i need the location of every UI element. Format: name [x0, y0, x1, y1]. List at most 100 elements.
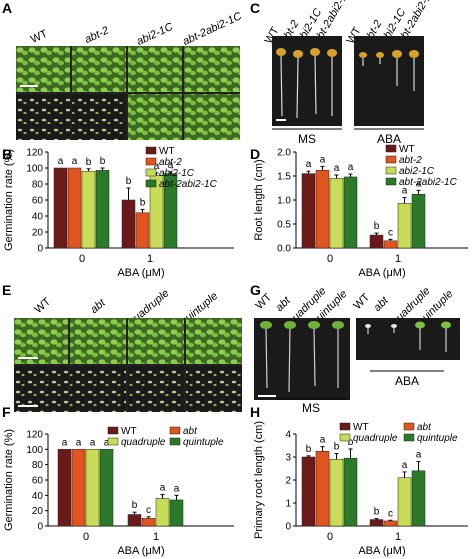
chart-f-ytick-label: 80	[32, 460, 44, 471]
panel-g-group-labels: ABA MS	[276, 370, 444, 414]
chart-f-sig-letter: a	[104, 437, 110, 448]
chart-d-bar-WT-0	[301, 173, 316, 249]
panel-g-ms-col-abt: abt	[273, 294, 293, 314]
chart-b-sig-letter: b	[100, 156, 106, 167]
chart-h-bar-quadruple-0	[329, 459, 344, 527]
panel-a-col-abt2: abt-2	[82, 24, 111, 46]
chart-d-sig-letter: a	[348, 162, 354, 173]
chart-h-ylabel: Primary root length (cm)	[253, 421, 265, 539]
chart-f-bar-abt-0	[71, 449, 86, 527]
chart-f-legend-label: WT	[121, 426, 137, 437]
chart-d-xtick-label: 0	[327, 253, 333, 265]
chart-d-bar-WT-1	[369, 234, 384, 249]
chart-b-sig-letter: b	[86, 157, 92, 168]
chart-h-sig-letter: b	[374, 507, 380, 518]
chart-b-bar-abt-2abi2-1C-1	[163, 173, 178, 249]
chart-f-legend-swatch	[169, 437, 181, 446]
panel-e-col-abt: abt	[88, 296, 108, 316]
panel-g-ms-label: MS	[302, 401, 320, 414]
chart-h-ytick-label: 0	[285, 522, 291, 533]
chart-b-sig-letter: b	[140, 198, 146, 209]
chart-d-ylabel: Root length (cm)	[253, 159, 265, 240]
chart-b-legend-swatch	[145, 168, 157, 177]
panel-g-ms-photo	[254, 318, 350, 400]
panel-label-g: G	[250, 282, 261, 298]
chart-b-legend-label: abt-2abi2-1C	[159, 179, 218, 190]
chart-b-sig-letter: a	[58, 156, 64, 167]
panel-e-photo	[14, 318, 242, 412]
chart-b-bar-abt-2-0	[67, 167, 82, 249]
chart-h-sig-letter: a	[416, 450, 422, 461]
chart-h-ytick-label: 2	[285, 476, 291, 487]
chart-f-sig-letter: a	[62, 437, 68, 448]
chart-d-bar-abt-2abi2-1C-0	[343, 176, 358, 249]
chart-h-xlabel: ABA (μM)	[358, 545, 405, 557]
chart-b-legend-label: abi2-1C	[159, 168, 195, 179]
chart-f-sig-letter: a	[76, 437, 82, 448]
chart-h-legend-swatch	[339, 433, 351, 442]
chart-h-ytick-label: 1	[285, 499, 291, 510]
chart-h-bar-WT-0	[301, 456, 316, 527]
chart-f-xlabel: ABA (μM)	[117, 545, 164, 557]
chart-f-ytick-label: 60	[32, 476, 44, 487]
chart-f-legend-swatch	[107, 426, 119, 435]
chart-d-bar-abt-2-1	[383, 240, 398, 249]
panel-c-ms-photo	[272, 36, 342, 126]
panel-g-ms-photo-svg	[254, 318, 350, 400]
chart-f-legend-label: quadruple	[121, 437, 166, 448]
chart-h-legend-label: WT	[353, 422, 369, 433]
chart-d-ytick-label: 0.0	[277, 244, 291, 255]
panel-label-c: C	[250, 0, 261, 16]
chart-f-legend-swatch	[107, 437, 119, 446]
chart-b-ytick-label: 40	[32, 212, 44, 223]
panel-label-e: E	[2, 282, 12, 298]
chart-f-xtick-label: 0	[83, 531, 89, 543]
chart-h-sig-letter: b	[306, 444, 312, 455]
panel-label-f: F	[2, 404, 11, 420]
chart-b-ytick-label: 120	[26, 148, 43, 159]
panel-a-photo-svg	[16, 46, 240, 140]
chart-h-bar-quadruple-1	[397, 477, 412, 527]
chart-f-bar-quadruple-0	[85, 449, 100, 527]
panel-label-b: B	[2, 146, 13, 162]
chart-f-bar-abt-1	[141, 518, 156, 527]
panel-g-aba-col-abt: abt	[371, 294, 391, 314]
panel-c-aba-label: ABA	[377, 132, 401, 146]
chart-d-bar-abi2-1C-1	[397, 203, 412, 249]
chart-d-xtick-label: 1	[395, 253, 401, 265]
chart-d-sig-letter: a	[402, 186, 408, 197]
panel-c-aba-photo	[354, 36, 424, 126]
chart-d-bar-abt-2abi2-1C-1	[411, 193, 426, 249]
chart-h-sig-letter: b	[334, 442, 340, 453]
chart-b-sig-letter: a	[168, 160, 174, 171]
chart-f-bar-WT-0	[57, 449, 72, 527]
panel-a-col-wt: WT	[28, 27, 50, 46]
chart-f-ytick-label: 40	[32, 491, 44, 502]
chart-h-sig-letter: a	[402, 460, 408, 471]
chart-d-sig-letter: a	[416, 178, 422, 189]
chart-h-sig-letter: c	[388, 508, 393, 519]
chart-d-bar-abt-2-0	[315, 169, 330, 249]
panel-a-col-double: abt-2abi2-1C	[180, 10, 244, 48]
panel-a-photo	[16, 46, 240, 140]
chart-h-bar-WT-1	[369, 519, 384, 527]
chart-b-bar-WT-0	[53, 167, 68, 249]
chart-h-legend-label: abt	[417, 422, 432, 433]
chart-d-legend-swatch	[385, 155, 397, 164]
chart-d-sig-letter: a	[306, 159, 312, 170]
chart-h-legend-label: quintuple	[417, 433, 458, 444]
chart-b-xtick-label: 1	[147, 253, 153, 265]
chart-h-sig-letter: b	[348, 437, 354, 448]
chart-h-ytick-label: 4	[285, 430, 291, 441]
panel-c-ms-photo-svg	[272, 36, 342, 126]
chart-d-legend-label: abi2-1C	[399, 166, 435, 177]
chart-h-bar-abt-1	[383, 520, 398, 527]
chart-h-bar-abt-0	[315, 451, 330, 527]
chart-f-legend-label: abt	[183, 426, 198, 437]
chart-d-legend-swatch	[385, 177, 397, 186]
panel-e-col-wt: WT	[32, 295, 54, 316]
chart-h-legend-label: quadruple	[353, 433, 398, 444]
